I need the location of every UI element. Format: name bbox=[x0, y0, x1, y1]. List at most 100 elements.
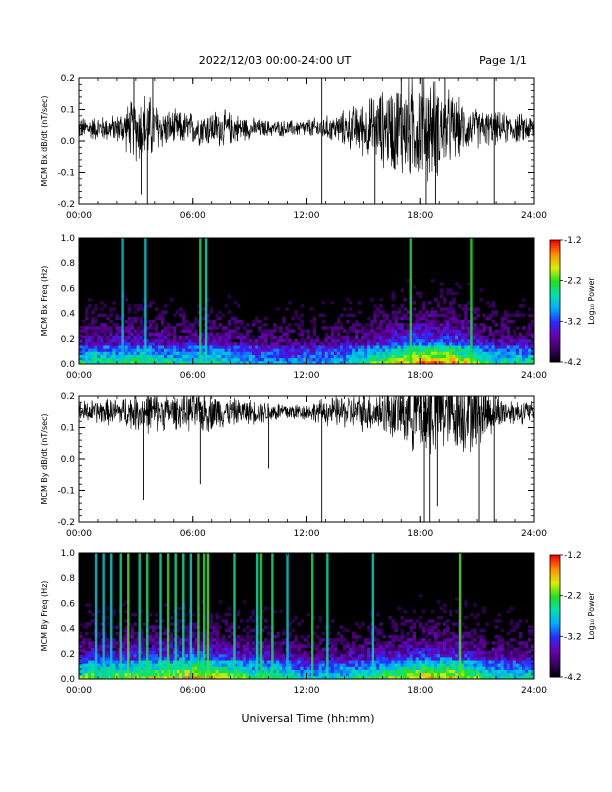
by-freq-cell bbox=[348, 660, 353, 664]
by-freq-cell bbox=[376, 653, 380, 658]
by-freq-cell bbox=[88, 663, 92, 667]
by-freq-cell bbox=[446, 641, 450, 645]
by-freq-cell bbox=[85, 653, 89, 658]
by-freq-cell bbox=[312, 675, 316, 680]
by-freq-cell bbox=[106, 666, 110, 670]
bx-freq-cell bbox=[254, 351, 259, 355]
by-freq-cell bbox=[303, 653, 307, 658]
bx-freq-cell bbox=[124, 357, 128, 362]
bx-freq-cell bbox=[452, 313, 456, 318]
by-freq-cell bbox=[248, 616, 253, 620]
by-freq-cell bbox=[433, 669, 438, 674]
by-freq-cell bbox=[194, 675, 198, 680]
bx-freq-cell bbox=[509, 357, 514, 362]
by-freq-cell bbox=[521, 672, 526, 677]
bx-freq-cell bbox=[212, 335, 216, 340]
bx-freq-cell bbox=[154, 316, 159, 321]
bx-freq-cell bbox=[467, 326, 471, 330]
bx-freq-cell bbox=[418, 341, 423, 346]
bx-dbdt-y-tick-label: -0.1 bbox=[57, 169, 75, 179]
by-freq-cell bbox=[91, 644, 95, 648]
by-freq-cell bbox=[382, 634, 386, 639]
by-freq-cell bbox=[124, 644, 128, 648]
bx-freq-cell bbox=[236, 357, 241, 362]
bx-freq-cell bbox=[379, 341, 383, 346]
by-freq-cell bbox=[449, 663, 453, 667]
by-freq-cell bbox=[191, 660, 195, 664]
by-freq-cell bbox=[385, 672, 389, 677]
bx-freq-cell bbox=[479, 357, 483, 362]
bx-freq-cell bbox=[318, 341, 323, 346]
bx-freq-cell bbox=[264, 348, 268, 352]
by-freq-cell bbox=[467, 660, 471, 664]
by-freq-cell bbox=[242, 638, 247, 642]
bx-freq-cell bbox=[391, 335, 395, 340]
bx-freq-cell bbox=[182, 313, 186, 318]
bx-freq-cell bbox=[133, 310, 138, 314]
bx-freq-cell bbox=[509, 348, 514, 352]
bx-freq-cell bbox=[458, 360, 462, 365]
bx-freq-cell bbox=[212, 341, 216, 346]
by-freq-cell bbox=[124, 641, 128, 645]
bx-freq-cell bbox=[436, 338, 441, 343]
bx-freq-cell bbox=[170, 354, 174, 359]
by-freq-cell bbox=[315, 650, 320, 655]
by-freq-cell bbox=[124, 647, 128, 652]
bx-freq-cell bbox=[479, 338, 483, 343]
by-freq-cell bbox=[200, 631, 204, 636]
by-freq-cell bbox=[154, 663, 159, 667]
by-freq-cell bbox=[473, 644, 477, 648]
by-freq-cell bbox=[388, 647, 392, 652]
by-freq-cell bbox=[433, 656, 438, 661]
by-freq-cell bbox=[209, 650, 213, 655]
by-freq-cell bbox=[391, 653, 395, 658]
by-freq-cell bbox=[97, 656, 101, 661]
bx-freq-cell bbox=[339, 345, 344, 349]
bx-freq-cell bbox=[397, 316, 401, 321]
by-freq-cell bbox=[154, 647, 159, 652]
by-freq-cell bbox=[418, 644, 423, 648]
bx-freq-cell bbox=[224, 341, 229, 346]
bx-freq-cell bbox=[130, 319, 134, 324]
by-freq-cell bbox=[433, 672, 438, 677]
by-freq-cell bbox=[482, 647, 486, 652]
bx-freq-cell bbox=[118, 351, 122, 355]
bx-freq-cell bbox=[148, 332, 153, 337]
bx-freq-cell bbox=[309, 351, 313, 355]
by-freq-cell bbox=[427, 628, 432, 633]
by-freq-cell bbox=[179, 638, 183, 642]
by-freq-cell bbox=[388, 675, 392, 680]
by-freq-cell bbox=[470, 675, 474, 680]
bx-freq-cell bbox=[300, 348, 304, 352]
bx-freq-cell bbox=[355, 354, 359, 359]
by-freq-cell bbox=[455, 644, 459, 648]
bx-freq-cell bbox=[294, 341, 298, 346]
bx-freq-cell bbox=[236, 332, 241, 337]
bx-freq-cell bbox=[467, 360, 471, 365]
by-freq-cell bbox=[446, 675, 450, 680]
by-freq-cell bbox=[527, 650, 532, 655]
bx-freq-cell bbox=[506, 332, 511, 337]
bx-freq-colorbar-step bbox=[550, 329, 560, 332]
by-freq-cell bbox=[279, 656, 283, 661]
bx-freq-cell bbox=[443, 335, 447, 340]
bx-freq-colorbar-step bbox=[550, 298, 560, 302]
bx-freq-cell bbox=[233, 357, 238, 362]
bx-freq-cell bbox=[397, 332, 401, 337]
bx-freq-cell bbox=[394, 329, 398, 333]
bx-freq-cell bbox=[500, 323, 505, 327]
by-freq-cell bbox=[267, 669, 271, 674]
bx-dbdt-x-tick-label: 00:00 bbox=[66, 211, 92, 221]
by-freq-cell bbox=[449, 650, 453, 655]
bx-freq-cell bbox=[373, 360, 377, 365]
bx-freq-cell bbox=[412, 348, 417, 352]
bx-freq-cell bbox=[315, 345, 320, 349]
bx-freq-cell bbox=[379, 345, 383, 349]
bx-freq-cell bbox=[94, 357, 98, 362]
by-freq-cell bbox=[221, 653, 225, 658]
by-freq-cell bbox=[403, 672, 407, 677]
bx-freq-colorbar-step bbox=[550, 303, 560, 306]
bx-freq-cell bbox=[160, 360, 165, 365]
bx-freq-cell bbox=[160, 316, 165, 321]
bx-freq-cell bbox=[370, 338, 374, 343]
